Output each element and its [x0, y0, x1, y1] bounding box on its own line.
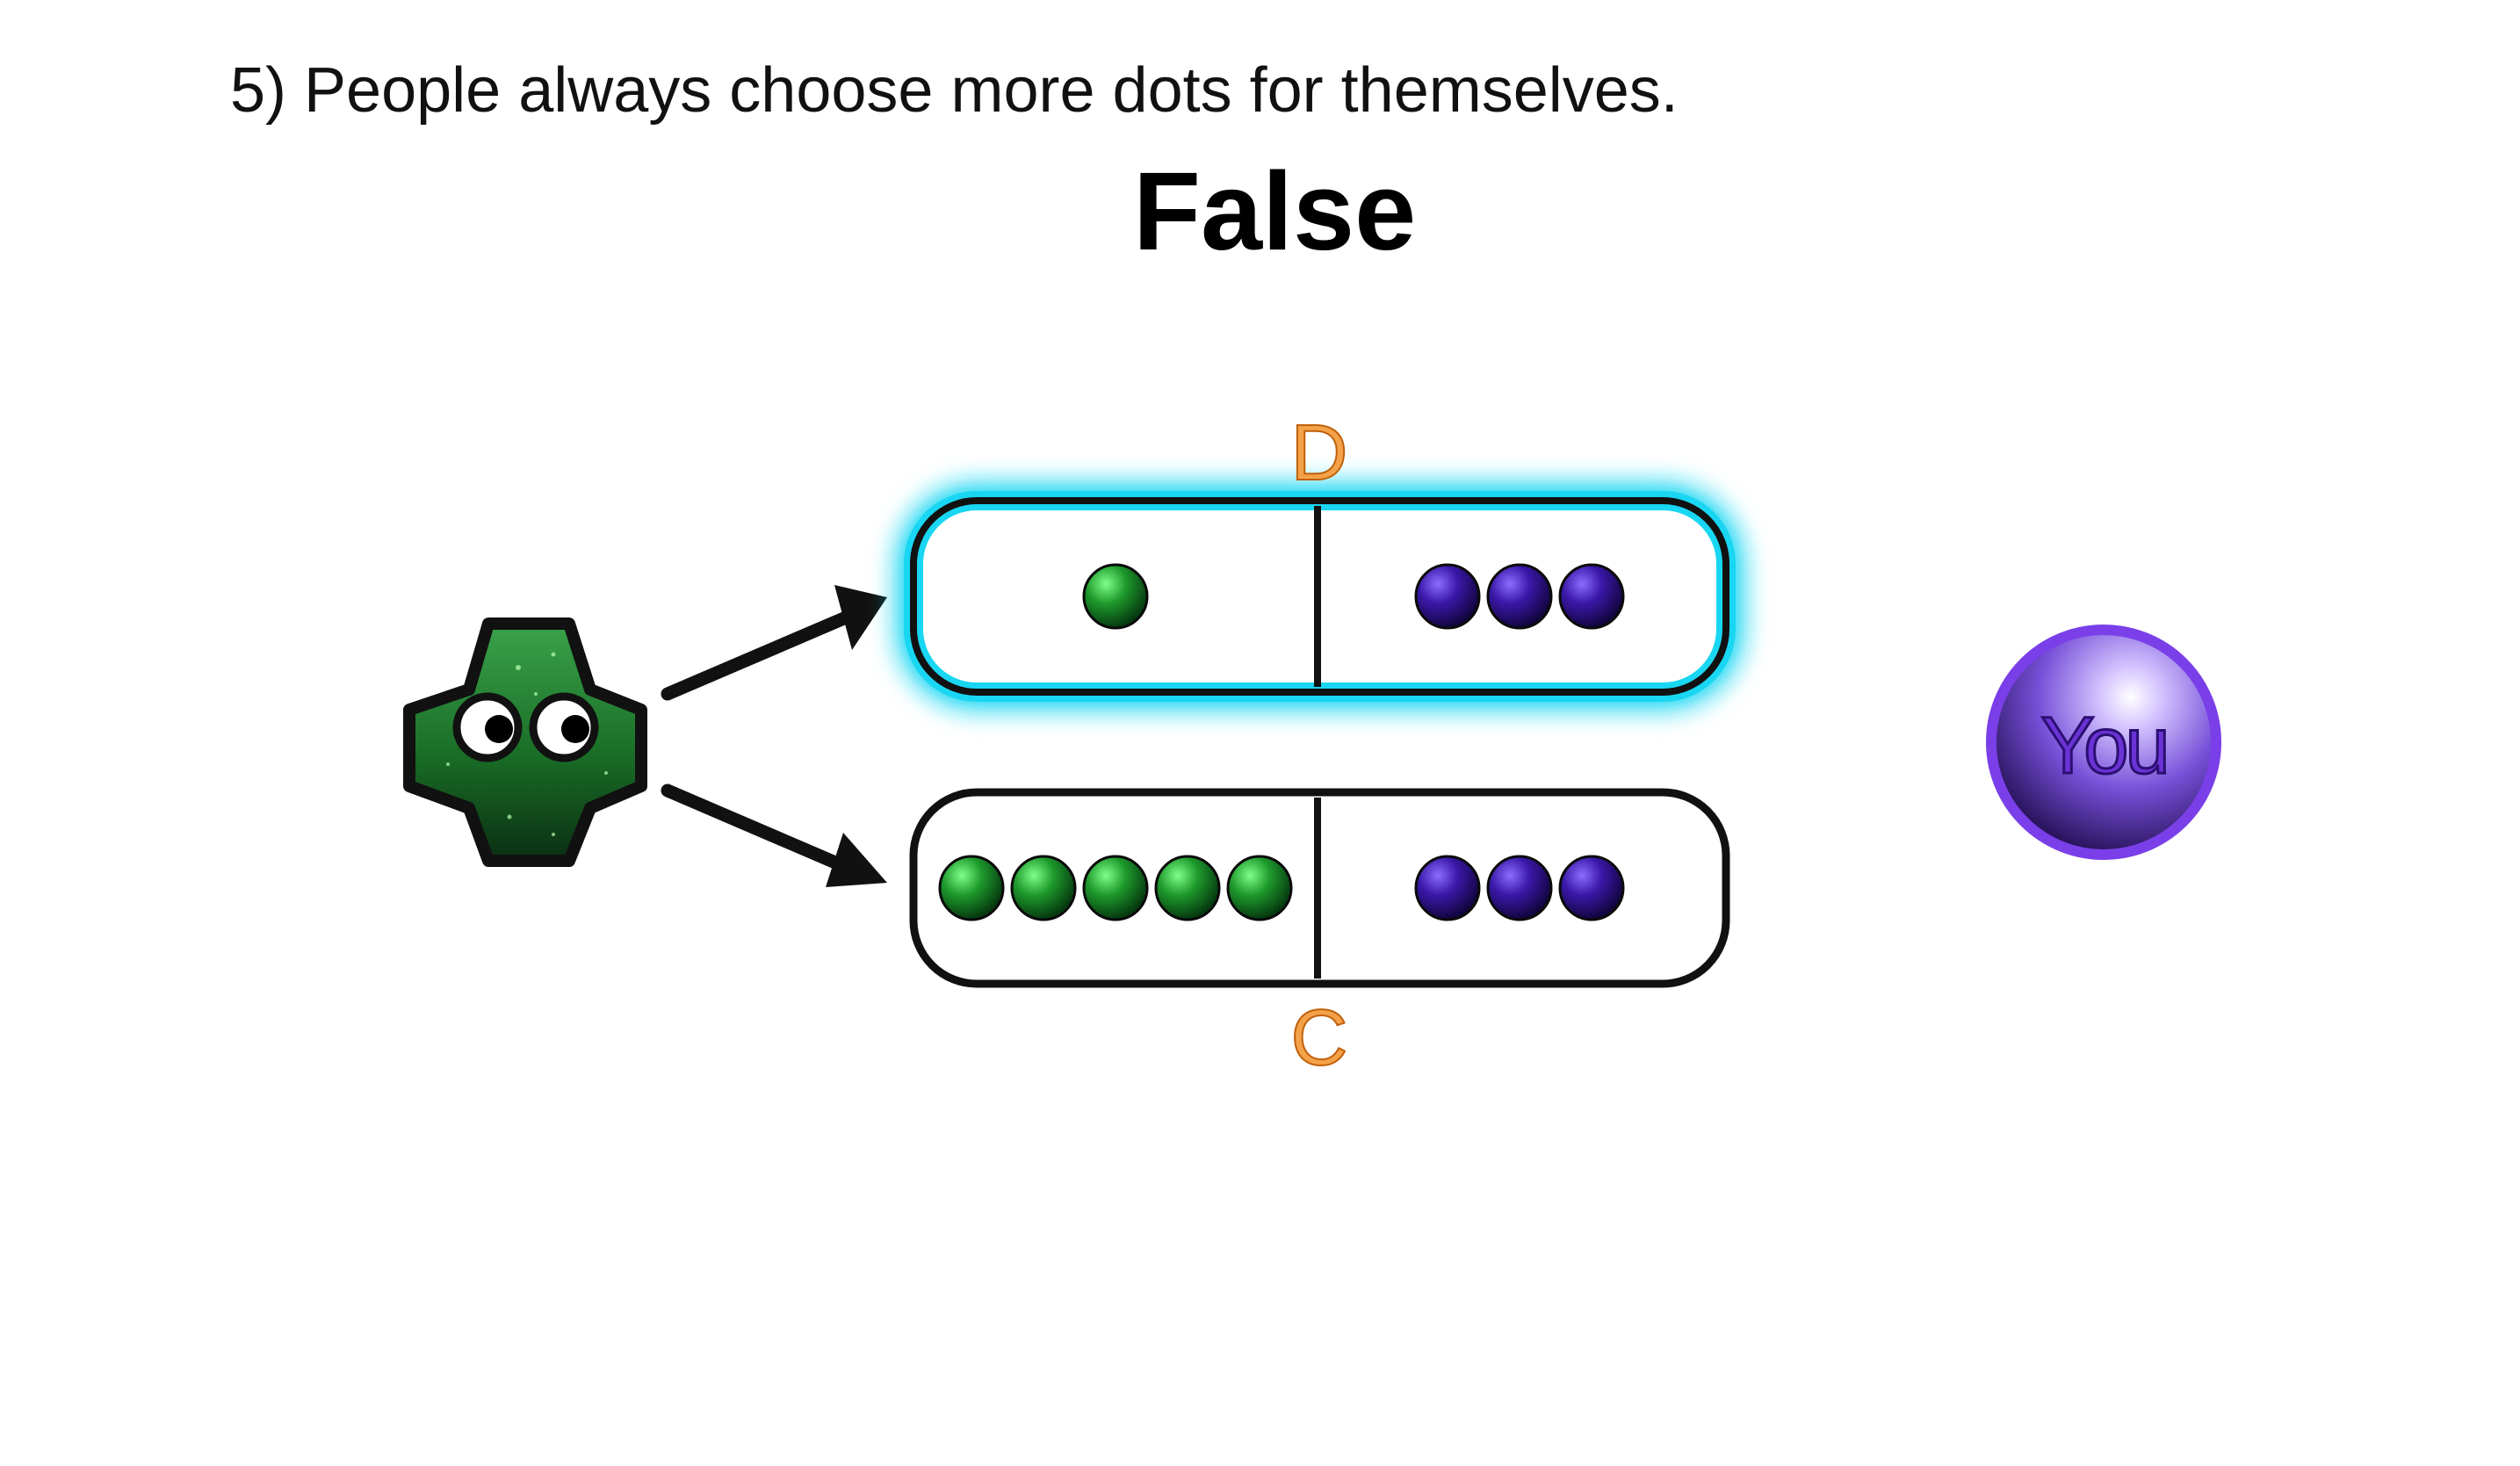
purple-dot — [1558, 563, 1625, 630]
green-dot — [938, 855, 1005, 921]
green-dot — [1010, 855, 1077, 921]
green-dot — [1082, 855, 1149, 921]
arrow-to-option-c-icon — [661, 784, 887, 887]
purple-dot — [1558, 855, 1625, 921]
option-d-label: D — [1291, 409, 1348, 497]
arrow-to-option-d-icon — [661, 585, 887, 701]
purple-dot — [1486, 563, 1553, 630]
left-eye-icon — [452, 692, 523, 762]
green-dot — [1082, 563, 1149, 630]
you-label: You — [2040, 701, 2166, 791]
purple-dot — [1414, 855, 1481, 921]
green-dot — [1154, 855, 1221, 921]
option-d[interactable] — [896, 483, 1744, 710]
you-orb-icon: You — [1986, 625, 2221, 860]
purple-dot — [1486, 855, 1553, 921]
option-c-label: C — [1291, 994, 1348, 1082]
option-c[interactable] — [909, 788, 1730, 988]
purple-dot — [1414, 563, 1481, 630]
question-text: 5) People always choose more dots for th… — [230, 55, 1679, 126]
green-dot — [1226, 855, 1293, 921]
green-cross-character-icon — [403, 617, 647, 867]
answer-text: False — [1133, 149, 1417, 273]
right-eye-icon — [529, 692, 599, 762]
